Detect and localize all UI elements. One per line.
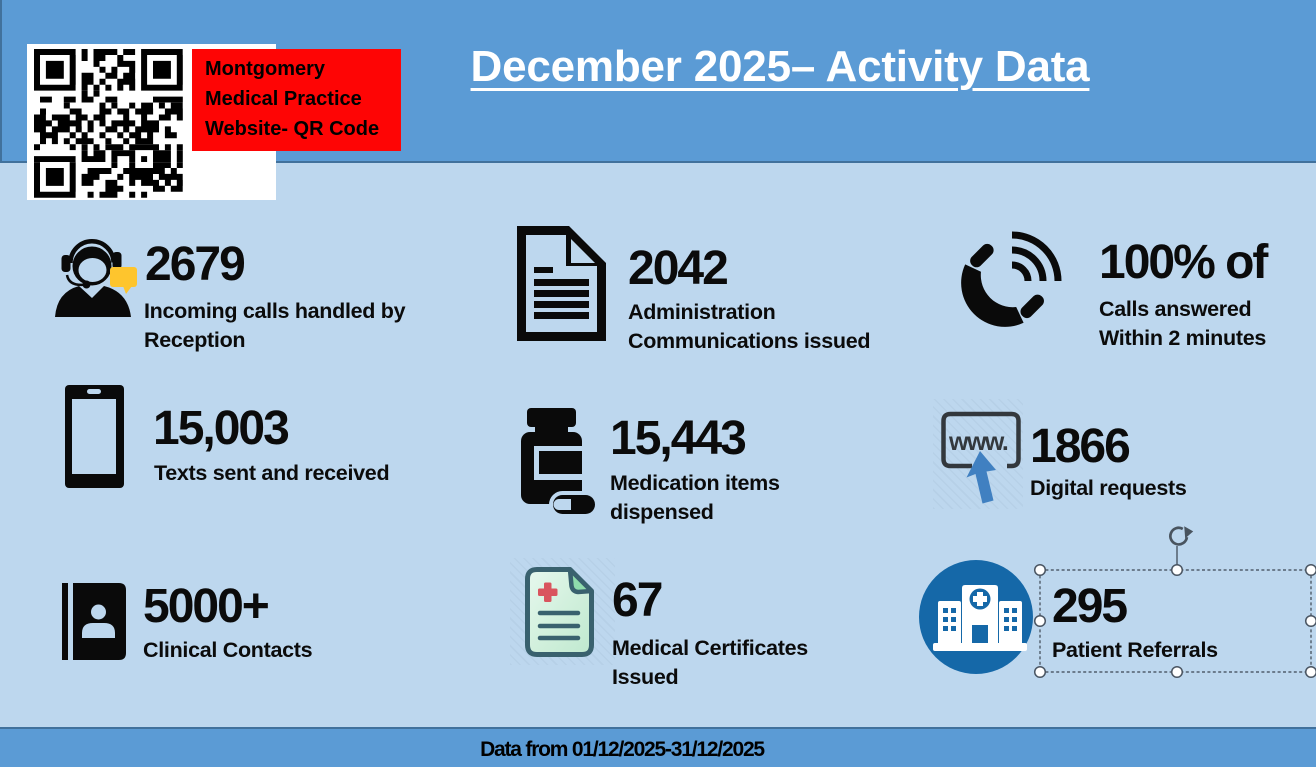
svg-text:www.: www. — [948, 428, 1008, 456]
